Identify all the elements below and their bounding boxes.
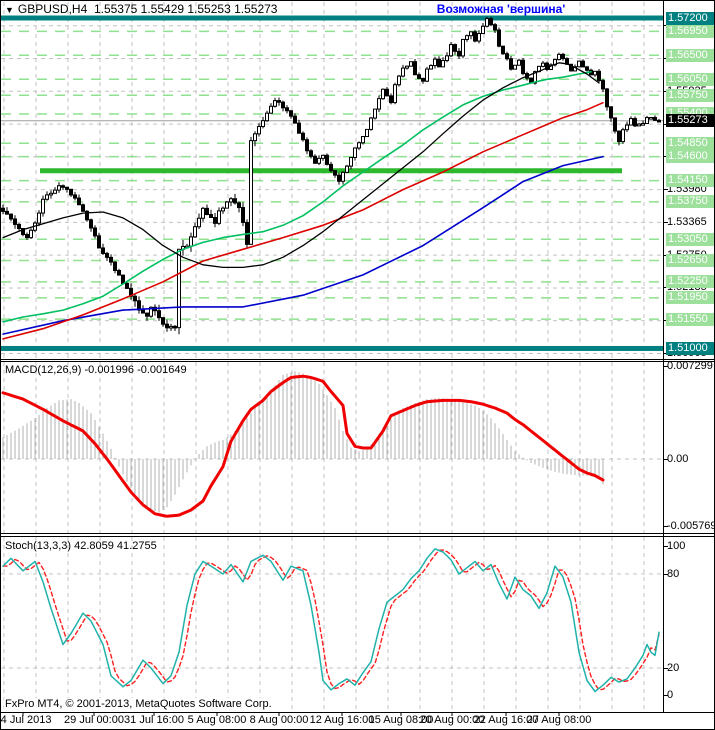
time-axis-label: 29 Jul 00:00	[64, 714, 124, 726]
time-axis-label: 27 Aug 08:00	[526, 714, 592, 726]
current-price-label: 1.55273	[666, 114, 714, 128]
time-axis-label: 15 Aug 08:00	[368, 714, 434, 726]
stoch-scale-label: 100	[664, 540, 714, 553]
text-annotation[interactable]: Возможная 'вершина'	[436, 2, 566, 16]
level-price-label: 1.56500	[666, 48, 714, 62]
macd-title: MACD(12,26,9)	[5, 364, 82, 376]
level-price-label: 1.56050	[666, 72, 714, 86]
level-price-label: 1.54850	[666, 136, 714, 150]
stoch-scale-label: 20	[664, 662, 714, 675]
price-grid-label: 1.53365	[664, 216, 714, 229]
time-axis-label: 5 Aug 08:00	[187, 714, 247, 726]
time-axis-label: 20 Aug 00:00	[419, 714, 485, 726]
level-price-label: 1.51950	[666, 291, 714, 305]
time-axis[interactable]: 24 Jul 2013 29 Jul 00:00 31 Jul 16:00 5 Aug…	[0, 713, 714, 729]
macd-scale-label: -0.005769	[664, 520, 714, 533]
time-axis-label: 8 Aug 00:00	[249, 714, 309, 726]
ohlc-values: 1.55375 1.55429 1.55253 1.55273	[93, 2, 278, 16]
level-price-label: 1.52650	[666, 254, 714, 267]
level-price-label: 1.51550	[666, 312, 714, 326]
level-price-label: 1.55750	[666, 88, 714, 102]
macd-indicator-label: MACD(12,26,9) -0.001996 -0.001649	[5, 364, 187, 376]
price-scale[interactable]: 1.570551.564401.558251.552101.545951.539…	[664, 1, 714, 713]
stoch-scale-label: 80	[664, 568, 714, 581]
chevron-down-icon[interactable]: ▼	[5, 5, 14, 15]
level-price-label: 1.52250	[666, 275, 714, 289]
macd-values: -0.001996 -0.001649	[84, 364, 187, 376]
time-axis-label: 24 Jul 2013	[0, 714, 52, 726]
time-axis-label: 31 Jul 16:00	[124, 714, 184, 726]
band-price-label: 1.51000	[666, 341, 714, 355]
level-price-label: 1.53750	[666, 195, 714, 209]
chart-header: ▼ GBPUSD,H4 1.55375 1.55429 1.55253 1.552…	[5, 2, 277, 16]
level-price-label: 1.56950	[666, 24, 714, 38]
platform-watermark: FxPro MT4, © 2001-2013, MetaQuotes Softw…	[4, 698, 275, 711]
level-price-label: 1.54150	[666, 174, 714, 188]
macd-scale-label: 0.007299	[664, 360, 714, 373]
stoch-scale-label: 0	[664, 689, 714, 702]
band-price-label: 1.57200	[666, 11, 714, 25]
time-axis-label: 12 Aug 16:00	[309, 714, 375, 726]
stoch-indicator-label: Stoch(13,3,3) 42.8059 41.2755	[5, 540, 157, 552]
symbol-period-label: GBPUSD,H4	[17, 2, 88, 16]
stoch-title: Stoch(13,3,3)	[5, 540, 72, 552]
macd-scale-label: 0.00	[664, 453, 714, 466]
time-axis-label: 22 Aug 16:00	[473, 714, 539, 726]
level-price-label: 1.54600	[666, 150, 714, 164]
stoch-values: 42.8059 41.2755	[74, 540, 157, 552]
level-price-label: 1.53050	[666, 232, 714, 246]
